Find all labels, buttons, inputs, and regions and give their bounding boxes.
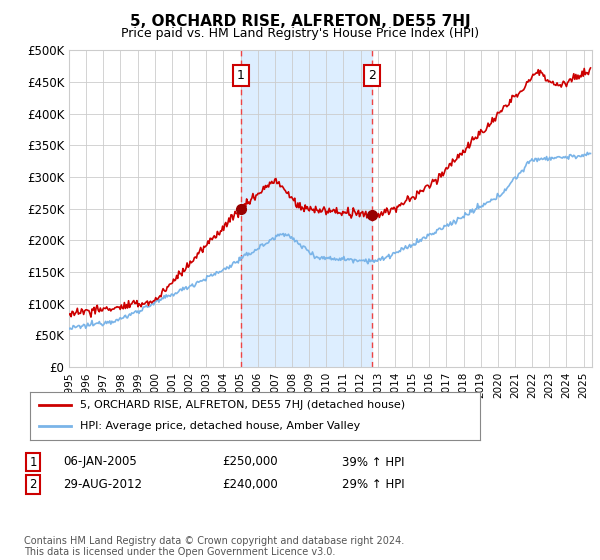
Text: 1: 1 <box>237 69 245 82</box>
Text: £240,000: £240,000 <box>222 478 278 491</box>
Text: HPI: Average price, detached house, Amber Valley: HPI: Average price, detached house, Ambe… <box>79 421 360 431</box>
Text: 39% ↑ HPI: 39% ↑ HPI <box>342 455 404 469</box>
Text: 29% ↑ HPI: 29% ↑ HPI <box>342 478 404 491</box>
Bar <box>241 50 372 367</box>
Text: £250,000: £250,000 <box>222 455 278 469</box>
Text: 29-AUG-2012: 29-AUG-2012 <box>63 478 142 491</box>
Text: 2: 2 <box>368 69 376 82</box>
Text: 06-JAN-2005: 06-JAN-2005 <box>63 455 137 469</box>
Text: 1: 1 <box>29 455 37 469</box>
Text: 2: 2 <box>29 478 37 491</box>
Text: Price paid vs. HM Land Registry's House Price Index (HPI): Price paid vs. HM Land Registry's House … <box>121 27 479 40</box>
Text: 5, ORCHARD RISE, ALFRETON, DE55 7HJ: 5, ORCHARD RISE, ALFRETON, DE55 7HJ <box>130 14 470 29</box>
Text: 5, ORCHARD RISE, ALFRETON, DE55 7HJ (detached house): 5, ORCHARD RISE, ALFRETON, DE55 7HJ (det… <box>79 400 404 410</box>
Text: Contains HM Land Registry data © Crown copyright and database right 2024.
This d: Contains HM Land Registry data © Crown c… <box>24 535 404 557</box>
